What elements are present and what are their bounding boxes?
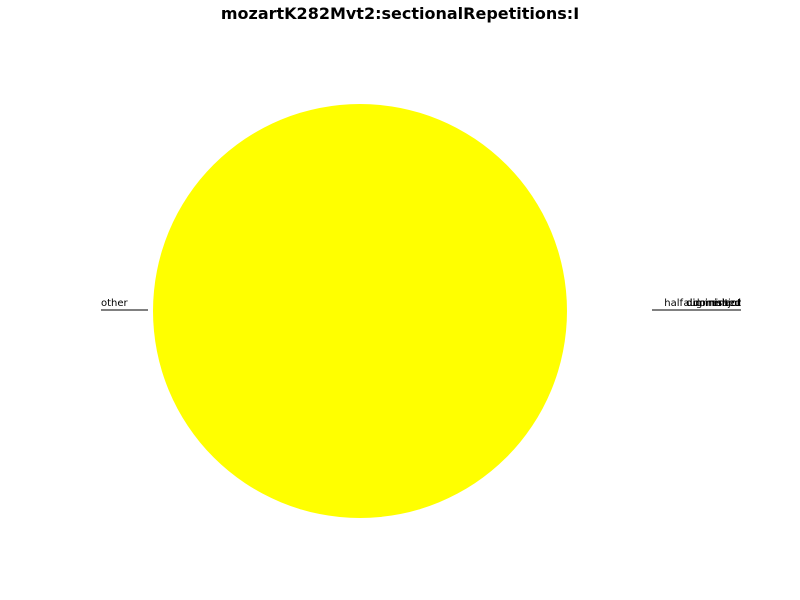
pie-label-other: other bbox=[101, 298, 129, 309]
pie-label-augmented: augmented bbox=[684, 298, 741, 309]
pie-label-dominant: dominant bbox=[693, 298, 741, 309]
pie-slice-other bbox=[153, 104, 567, 518]
pie-label-major: major bbox=[712, 298, 742, 309]
chart-title: mozartK282Mvt2:sectionalRepetitions:I bbox=[220, 4, 580, 23]
pie-slices bbox=[153, 104, 567, 518]
pie-label-half-diminished: half diminished bbox=[664, 298, 741, 309]
pie-label-diminished: diminished bbox=[686, 298, 741, 309]
pie-label-minor: minor bbox=[712, 298, 742, 309]
